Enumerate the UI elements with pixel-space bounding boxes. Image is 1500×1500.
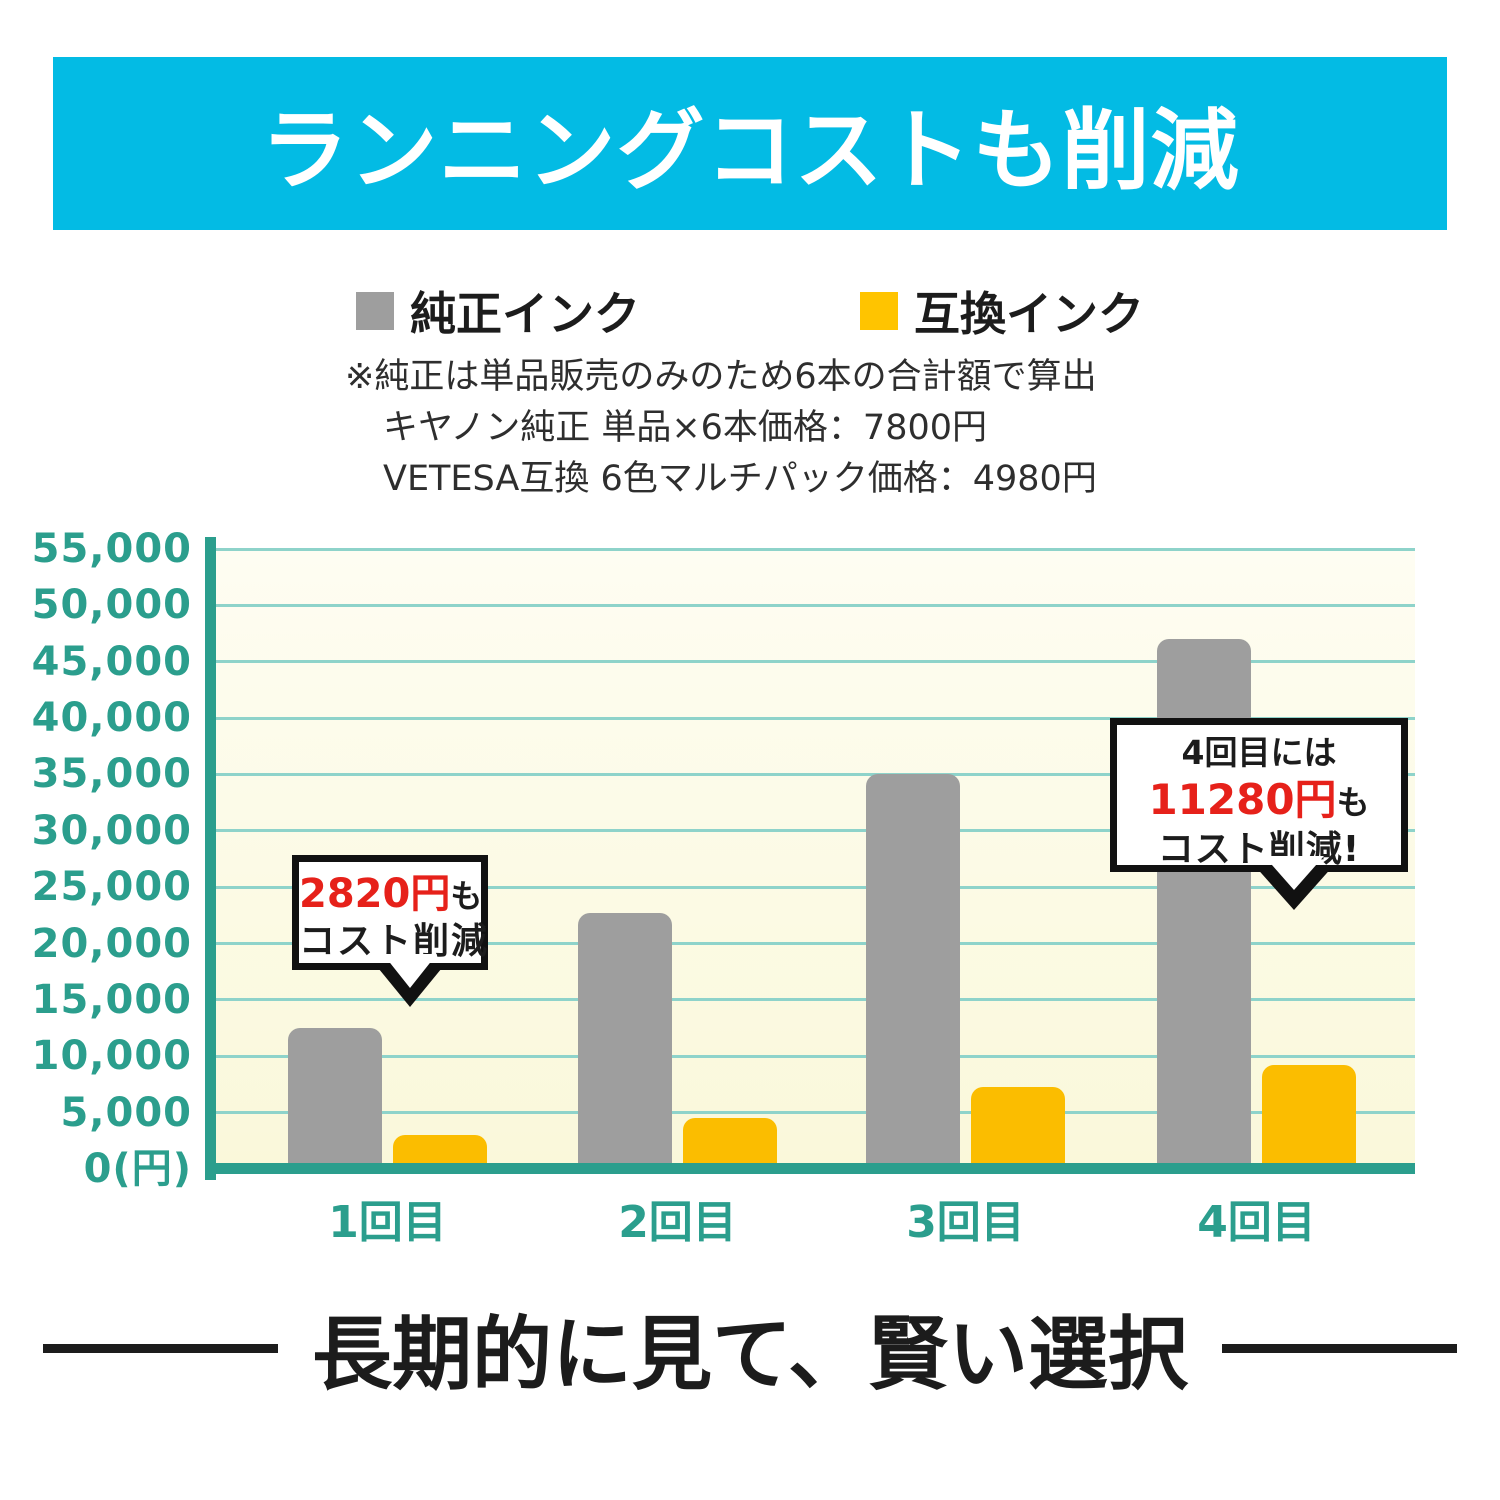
y-tick-label: 50,000 xyxy=(31,582,192,629)
y-tick-label: 0(円) xyxy=(83,1146,192,1192)
x-tick-label: 1回目 xyxy=(328,1197,447,1248)
note-line-1: ※純正は単品販売のみのため6本の合計額で算出 xyxy=(345,357,1097,397)
y-axis-line xyxy=(205,537,216,1180)
x-axis-line xyxy=(205,1163,1415,1174)
gridline xyxy=(216,998,1415,1002)
savings-suffix: も xyxy=(450,877,483,915)
gridline xyxy=(216,547,1415,551)
y-tick-label: 30,000 xyxy=(31,807,192,854)
right-dash-icon xyxy=(1222,1343,1457,1353)
y-tick-label: 55,000 xyxy=(31,526,192,572)
annotation-bubble-fourth-purchase: 4回目には 11280円も コスト削減! xyxy=(1110,718,1408,910)
gridline xyxy=(216,660,1415,664)
annotation-intro-line: 4回目には xyxy=(1181,733,1337,772)
compatible-ink-swatch-icon xyxy=(860,292,898,330)
x-tick-label: 2回目 xyxy=(618,1197,737,1248)
y-tick-label: 10,000 xyxy=(31,1033,192,1080)
gridline xyxy=(216,1054,1415,1058)
footer-tagline: 長期的に見て、賢い選択 xyxy=(0,1290,1500,1406)
chart-legend: 純正インク 互換インク xyxy=(0,278,1500,344)
x-tick-label: 4回目 xyxy=(1197,1197,1316,1248)
annotation-bubble-first-purchase: 2820円も コスト削減 xyxy=(292,855,488,1007)
note-line-3: VETESA互換 6色マルチパック価格：4980円 xyxy=(383,459,1097,499)
page-title: ランニングコストも削減 xyxy=(260,99,1240,202)
price-notes: ※純正は単品販売のみのため6本の合計額で算出 キヤノン純正 単品×6本価格：78… xyxy=(345,352,1097,505)
gridline xyxy=(216,772,1415,776)
note-line-2: キヤノン純正 単品×6本価格：7800円 xyxy=(383,408,987,448)
y-tick-label: 5,000 xyxy=(60,1089,192,1136)
legend-item-compatible: 互換インク xyxy=(860,278,1144,344)
footer-text: 長期的に見て、賢い選択 xyxy=(312,1308,1188,1401)
savings-suffix: も xyxy=(1336,783,1370,822)
bar-genuine-1回目 xyxy=(288,1028,382,1169)
annotation-savings-line: 11280円も xyxy=(1117,775,1401,828)
bar-genuine-3回目 xyxy=(866,774,960,1169)
legend-label-compatible: 互換インク xyxy=(914,287,1144,341)
bar-compatible-4回目 xyxy=(1262,1065,1356,1169)
y-tick-label: 15,000 xyxy=(31,976,192,1023)
gridline xyxy=(216,716,1415,720)
bar-genuine-2回目 xyxy=(578,913,672,1169)
gridline xyxy=(216,603,1415,607)
bar-compatible-3回目 xyxy=(971,1087,1065,1169)
y-tick-label: 45,000 xyxy=(31,638,192,685)
gridline xyxy=(216,885,1415,889)
savings-amount: 2820円 xyxy=(299,871,451,917)
genuine-ink-swatch-icon xyxy=(356,292,394,330)
legend-item-genuine: 純正インク xyxy=(356,278,640,344)
gridline xyxy=(216,1111,1415,1115)
left-dash-icon xyxy=(43,1343,278,1353)
legend-label-genuine: 純正インク xyxy=(410,287,640,341)
savings-amount: 11280円 xyxy=(1148,775,1337,824)
annotation-cost-reduction-line: コスト削減! xyxy=(1157,829,1361,870)
y-tick-label: 25,000 xyxy=(31,864,192,911)
header-banner: ランニングコストも削減 xyxy=(53,57,1447,230)
y-tick-label: 40,000 xyxy=(31,695,192,742)
gridline xyxy=(216,942,1415,946)
y-tick-label: 20,000 xyxy=(31,920,192,967)
y-tick-label: 35,000 xyxy=(31,751,192,798)
bar-compatible-2回目 xyxy=(683,1118,777,1169)
annotation-savings-line: 2820円も xyxy=(299,870,483,920)
x-tick-label: 3回目 xyxy=(906,1197,1025,1248)
gridline xyxy=(216,829,1415,833)
